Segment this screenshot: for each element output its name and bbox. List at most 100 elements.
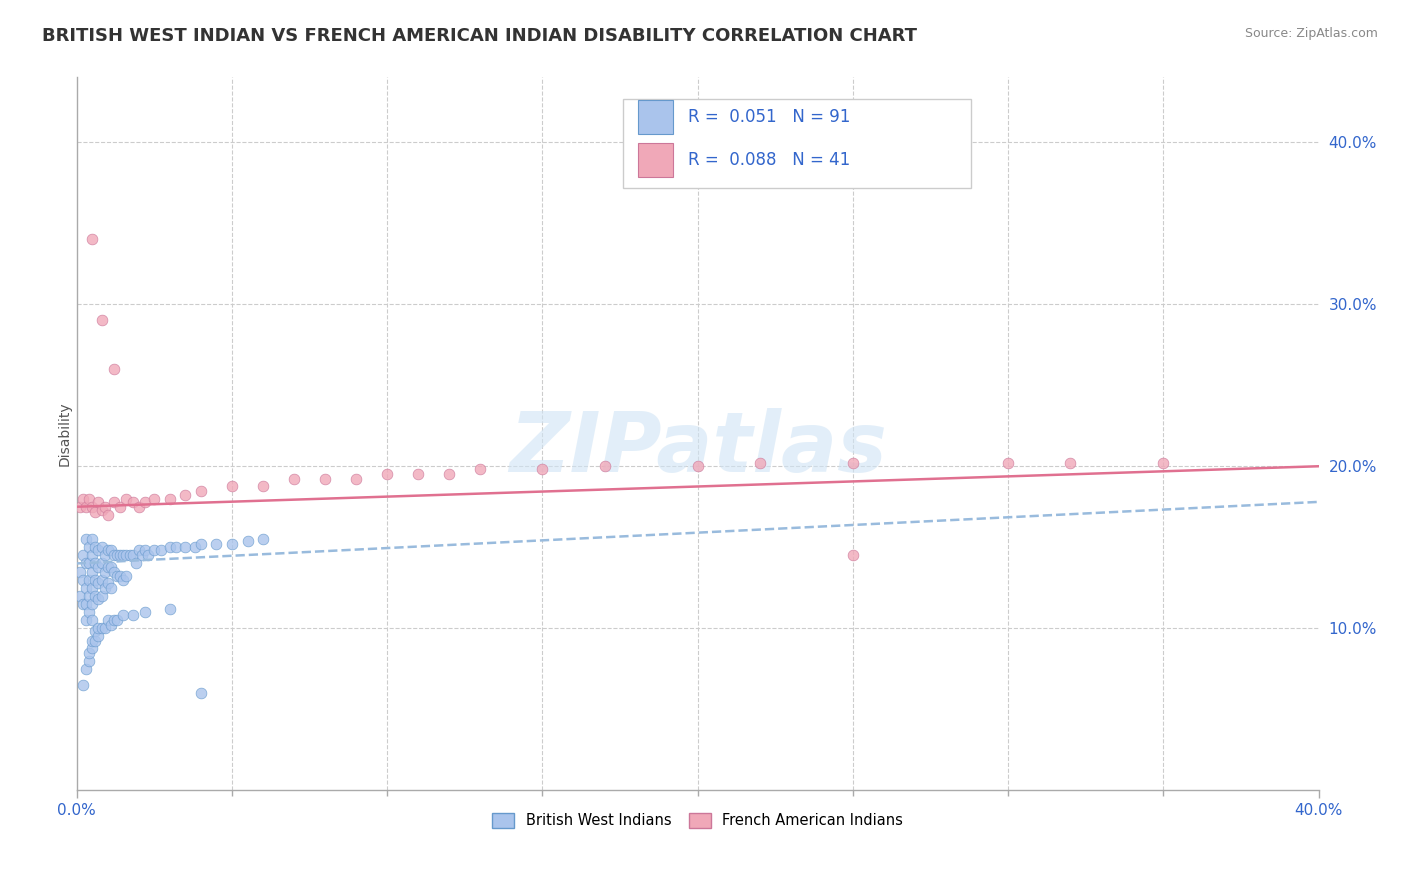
Point (190, 686, 212, 700)
Point (406, 467, 429, 482)
Point (128, 543, 150, 558)
Point (77, 646, 100, 660)
Point (252, 478, 274, 492)
Point (82, 613, 104, 627)
Point (84, 634, 107, 648)
Point (90, 503, 112, 517)
Text: Source: ZipAtlas.com: Source: ZipAtlas.com (1244, 27, 1378, 40)
Point (125, 557, 148, 571)
Point (686, 459, 709, 474)
Text: ZIPatlas: ZIPatlas (509, 408, 887, 489)
Point (1153, 456, 1175, 470)
Point (115, 491, 138, 506)
Point (183, 540, 205, 554)
Point (69, 565, 91, 579)
Point (112, 608, 135, 623)
Point (143, 543, 166, 558)
Point (108, 569, 131, 583)
Point (165, 540, 187, 554)
Point (77, 573, 100, 587)
Point (72, 573, 94, 587)
Point (90, 313, 112, 327)
Point (84, 557, 107, 571)
Point (236, 533, 259, 548)
Point (90, 557, 112, 571)
Point (748, 456, 770, 470)
Text: BRITISH WEST INDIAN VS FRENCH AMERICAN INDIAN DISABILITY CORRELATION CHART: BRITISH WEST INDIAN VS FRENCH AMERICAN I… (42, 27, 917, 45)
Point (149, 543, 172, 558)
Text: R =  0.051   N = 91: R = 0.051 N = 91 (688, 108, 851, 127)
Point (134, 543, 156, 558)
Point (82, 232, 104, 246)
Point (84, 624, 107, 639)
Point (997, 456, 1019, 470)
Point (72, 678, 94, 692)
Point (87, 592, 110, 607)
Point (93, 581, 115, 595)
Point (115, 549, 138, 563)
Point (90, 540, 112, 554)
Point (174, 540, 197, 554)
Point (77, 557, 100, 571)
Point (143, 491, 166, 506)
Point (75, 581, 97, 595)
Point (87, 621, 110, 635)
Point (121, 608, 143, 623)
Bar (638, 143, 673, 178)
Point (75, 532, 97, 546)
Point (75, 597, 97, 611)
Point (842, 456, 865, 470)
Point (77, 540, 100, 554)
Point (314, 472, 336, 486)
Point (97, 508, 120, 522)
Point (90, 621, 112, 635)
Point (112, 549, 135, 563)
Point (87, 543, 110, 558)
Point (103, 362, 125, 376)
Point (205, 537, 228, 551)
Point (531, 462, 554, 476)
Point (72, 549, 94, 563)
Point (159, 602, 181, 616)
Point (90, 589, 112, 603)
FancyBboxPatch shape (623, 99, 972, 188)
Point (593, 459, 616, 474)
Point (97, 559, 120, 574)
Bar (638, 100, 673, 135)
Point (100, 559, 122, 574)
Point (69, 500, 91, 514)
Point (97, 575, 120, 590)
Point (100, 581, 122, 595)
Legend: British West Indians, French American Indians: British West Indians, French American In… (486, 807, 910, 834)
Point (190, 483, 212, 498)
Point (87, 629, 110, 643)
Point (82, 581, 104, 595)
Point (75, 662, 97, 676)
Point (842, 549, 865, 563)
Point (1059, 456, 1081, 470)
Point (470, 462, 492, 476)
Point (93, 621, 115, 635)
Point (87, 559, 110, 574)
Point (103, 495, 125, 509)
Point (344, 472, 367, 486)
Point (82, 500, 104, 514)
Point (77, 589, 100, 603)
Point (84, 573, 107, 587)
Point (82, 549, 104, 563)
Point (82, 634, 104, 648)
Point (121, 549, 143, 563)
Point (72, 491, 94, 506)
Point (84, 540, 107, 554)
Point (136, 549, 159, 563)
Point (87, 495, 110, 509)
Point (90, 573, 112, 587)
Point (112, 573, 135, 587)
Point (93, 549, 115, 563)
Point (221, 478, 243, 492)
Point (134, 605, 156, 619)
Point (75, 613, 97, 627)
Point (174, 488, 197, 502)
Point (118, 549, 141, 563)
Point (82, 597, 104, 611)
